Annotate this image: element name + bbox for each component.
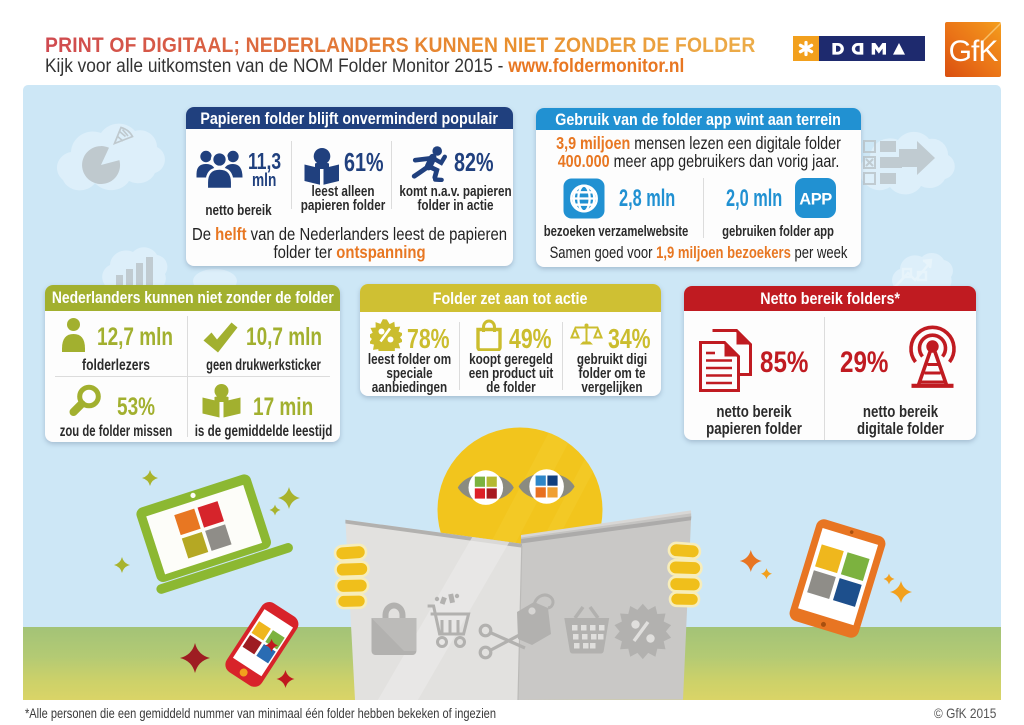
svg-text:APP: APP: [799, 191, 832, 209]
svg-text:GfK: GfK: [949, 35, 999, 68]
